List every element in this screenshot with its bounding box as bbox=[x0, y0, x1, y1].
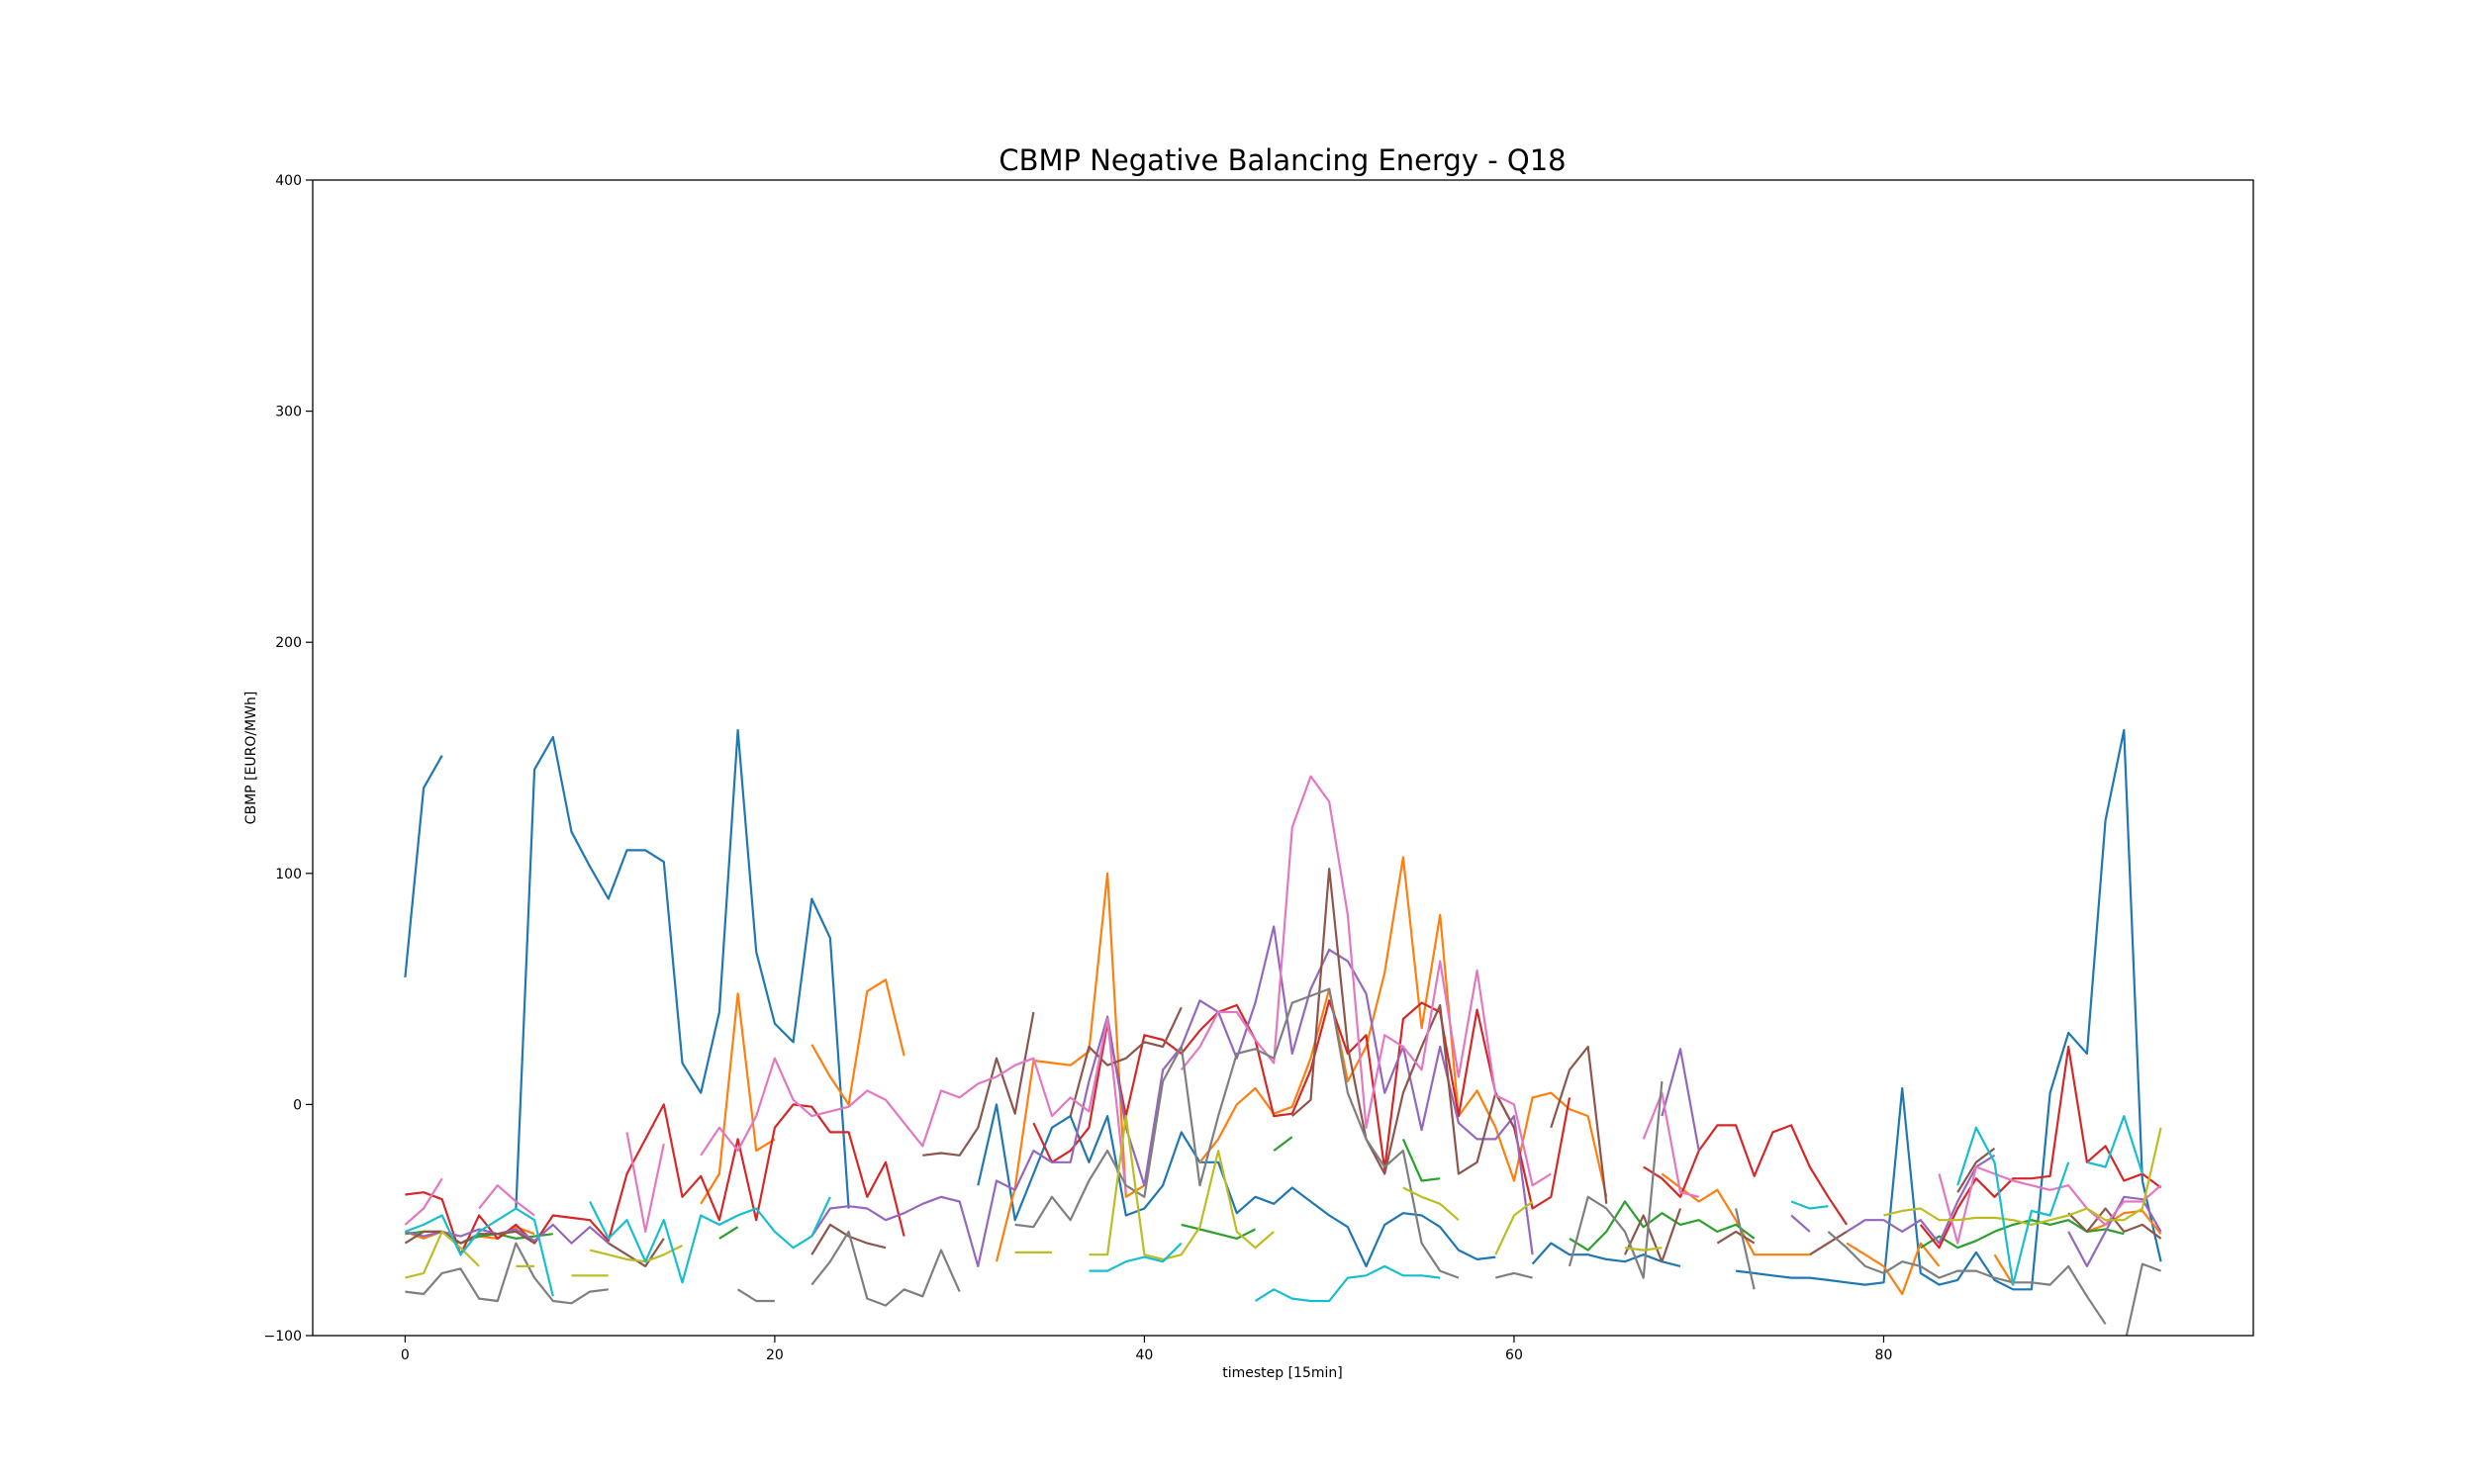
x-tick-label: 80 bbox=[1875, 1347, 1893, 1363]
y-axis-ticks: −100 0 100 200 300 400 bbox=[264, 173, 313, 1345]
series-line-3 bbox=[405, 1136, 2125, 1252]
x-axis-ticks: 0 20 40 60 80 bbox=[401, 1336, 1892, 1363]
x-tick-label: 20 bbox=[766, 1347, 784, 1363]
series-line-7 bbox=[404, 775, 2162, 1245]
plot-area-frame bbox=[312, 179, 2254, 1337]
x-tick-label: 40 bbox=[1136, 1347, 1154, 1363]
series-line-1 bbox=[404, 728, 2162, 1291]
x-tick-label: 0 bbox=[401, 1347, 410, 1363]
series-line-8 bbox=[405, 987, 2161, 1336]
x-tick-label: 60 bbox=[1505, 1347, 1523, 1363]
y-tick-label: 100 bbox=[275, 867, 302, 882]
series-line-9 bbox=[405, 1115, 2162, 1279]
y-tick-label: 400 bbox=[275, 173, 302, 189]
y-tick-label: −100 bbox=[264, 1329, 302, 1345]
y-tick-label: 0 bbox=[293, 1097, 302, 1113]
y-tick-label: 200 bbox=[275, 635, 302, 651]
series-line-5 bbox=[405, 925, 2162, 1267]
series-line-4 bbox=[405, 999, 2162, 1256]
x-axis-label: timestep [15min] bbox=[1222, 1365, 1343, 1381]
series-line-10 bbox=[405, 1115, 2143, 1303]
chart-title: CBMP Negative Balancing Energy - Q18 bbox=[999, 143, 1566, 177]
y-tick-label: 300 bbox=[275, 405, 302, 420]
y-axis-label: CBMP [EURO/MWh] bbox=[243, 692, 259, 825]
series-layer bbox=[404, 728, 2162, 1336]
